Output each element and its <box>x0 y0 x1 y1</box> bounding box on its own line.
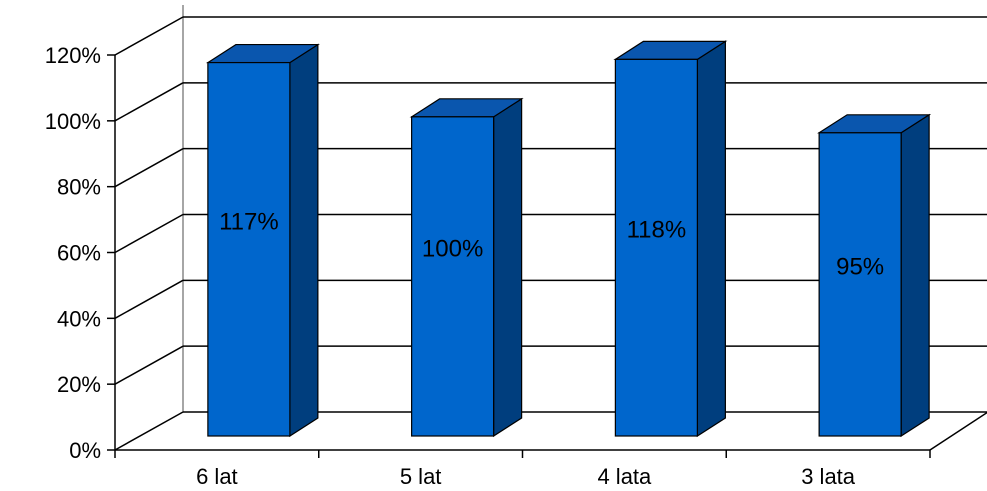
y-tick-label: 80% <box>57 175 101 200</box>
bar-side-face <box>289 43 319 438</box>
y-tick-label: 40% <box>57 306 101 331</box>
gridline-diagonal <box>114 16 184 56</box>
bars-layer <box>205 40 932 438</box>
y-tick-label: 60% <box>57 241 101 266</box>
data-label: 95% <box>836 253 884 280</box>
labels-layer: 117% 6 lat 100% 5 lat 118% 4 lata 95% 3 lata <box>196 208 884 489</box>
bar-front-face <box>818 132 902 437</box>
x-category-label: 6 lat <box>196 464 238 489</box>
y-tick-label: 100% <box>45 109 101 134</box>
floor-right-edge <box>929 411 987 451</box>
bar-1 <box>205 43 320 438</box>
axis-layer: 0% 20% 40% 60% 80% 100% 120% <box>45 43 987 463</box>
bar-4 <box>817 113 932 438</box>
x-category-label: 5 lat <box>400 464 442 489</box>
y-tick-label: 120% <box>45 43 101 68</box>
gridline-diagonal <box>114 82 184 122</box>
bar-side-face <box>900 113 930 438</box>
data-label: 118% <box>627 217 687 244</box>
bar-side-face <box>493 97 523 438</box>
bar-3 <box>613 40 728 438</box>
gridline-diagonal <box>114 279 184 319</box>
bar-2 <box>409 97 524 438</box>
gridline-diagonal <box>114 345 184 385</box>
x-category-label: 3 lata <box>801 464 856 489</box>
data-label: 117% <box>219 208 279 235</box>
gridline-diagonal <box>114 148 184 188</box>
bar-side-face <box>696 40 726 438</box>
x-category-label: 4 lata <box>597 464 652 489</box>
y-tick-label: 20% <box>57 372 101 397</box>
bar-front-face <box>614 58 698 437</box>
bar-front-face <box>411 116 495 437</box>
gridline-diagonal <box>114 213 184 254</box>
gridline-diagonal <box>114 411 184 451</box>
bar-front-face <box>207 61 291 437</box>
y-tick-label: 0% <box>69 438 101 463</box>
data-label: 100% <box>422 235 483 262</box>
